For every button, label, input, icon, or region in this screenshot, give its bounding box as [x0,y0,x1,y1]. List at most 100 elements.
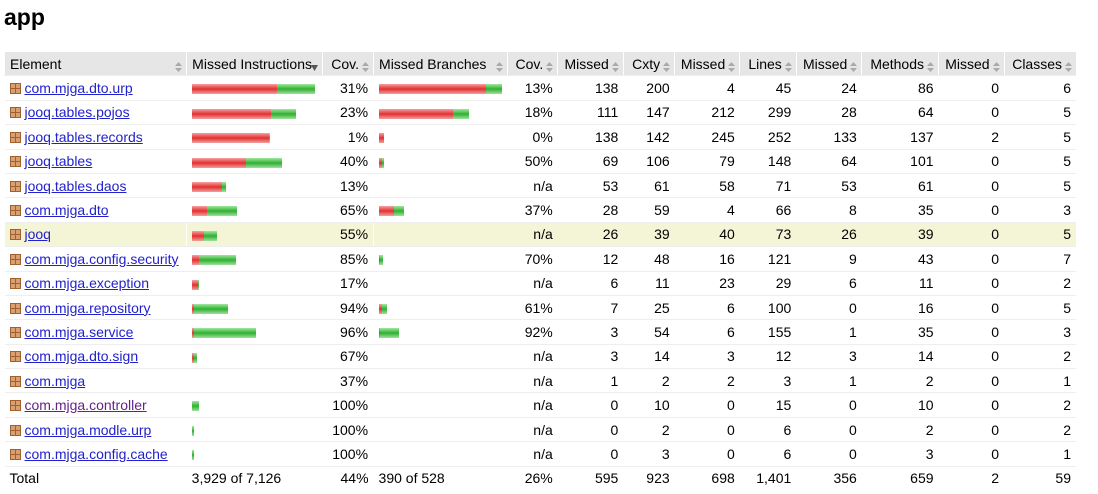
total-cell: 659 [910,470,934,487]
branch-coverage: n/a [507,222,558,248]
package-link[interactable]: jooq.tables.records [24,128,143,145]
covered-bar [380,255,384,266]
metric-cell: 5 [1004,100,1076,126]
package-link[interactable]: com.mjga.dto.urp [24,80,133,97]
instruction-coverage: 96% [322,319,374,345]
package-link[interactable]: com.mjga [24,372,86,389]
column-header[interactable]: Lines [739,52,797,77]
column-header[interactable]: Element [3,52,187,77]
metric-cell: 5 [1004,295,1076,321]
column-header[interactable]: Missed Branches [373,52,508,77]
package-link[interactable]: jooq.tables [24,153,93,170]
branch-bar-cell [373,344,508,370]
element-cell: jooq [4,222,187,248]
column-header[interactable]: Missed [557,52,624,77]
package-link[interactable]: com.mjga.repository [24,299,151,316]
missed-bar [192,181,223,192]
column-header[interactable]: Missed [938,52,1005,77]
metric-cell: 2 [1004,417,1076,443]
instruction-bar-cell [186,100,323,126]
metric-cell: 5 [1004,173,1076,199]
metric-cell: 58 [674,173,740,199]
column-header[interactable]: Missed [674,52,740,77]
package-link[interactable]: com.mjga.config.cache [24,445,168,462]
metric-cell: 12 [739,344,797,370]
instruction-bar-cell [186,149,323,174]
metric-cell: 2 [623,368,675,394]
metric-cell: 6 [1004,75,1076,101]
column-header[interactable]: Methods [861,52,939,77]
package-link[interactable]: com.mjga.service [24,323,134,340]
metric-cell: 0 [938,441,1005,467]
metric-cell: 16 [674,246,740,272]
package-link[interactable]: com.mjga.exception [24,275,150,292]
package-link[interactable]: jooq.tables.daos [24,177,127,194]
sort-icon [728,59,736,75]
metric-cell: 0 [557,441,624,467]
metric-cell: 9 [796,246,862,272]
package-link[interactable]: com.mjga.modle.urp [24,421,152,438]
column-header[interactable]: Classes [1003,52,1076,77]
package-link[interactable]: com.mjga.dto.sign [24,348,139,365]
metric-cell: 0 [938,295,1005,321]
metric-cell: 2 [938,124,1005,150]
branch-coverage: n/a [507,271,558,296]
missed-bar [192,352,195,363]
total-cell: 356 [833,470,857,487]
missed-bar [379,328,381,339]
column-header[interactable]: Cxty [622,52,675,77]
header-text: Element [10,55,62,72]
metric-cell: 11 [623,271,675,296]
covered-bar [382,157,385,168]
total-cell: 1,401 [756,470,792,487]
metric-cell: 2 [1004,271,1076,296]
metric-cell: 29 [739,271,797,296]
element-cell: com.mjga.modle.urp [4,417,187,443]
package-row: com.mjga.dto 65% 37% 28 59 4 66 8 35 0 3 [4,197,1076,223]
column-header[interactable]: Cov. [322,52,374,77]
metric-cell: 0 [938,417,1005,443]
header-text: Classes [1012,55,1062,72]
metric-cell: 16 [861,295,939,321]
column-header[interactable]: Cov. [506,52,558,77]
metric-cell: 245 [674,124,740,150]
missed-bar [192,157,247,168]
package-row: jooq.tables.records 1% 0% 138 142 245 252 133 13… [4,124,1076,150]
branch-coverage: 92% [507,319,558,345]
package-link[interactable]: jooq.tables.pojos [24,104,130,121]
instruction-coverage: 65% [322,197,374,223]
covered-bar [194,303,229,314]
metric-cell: 6 [674,295,740,321]
metric-cell: 45 [739,75,797,101]
package-link[interactable]: com.mjga.controller [24,397,147,414]
instruction-coverage: 17% [322,271,374,296]
missed-bar [379,206,395,217]
header-text: Cov. [515,55,544,72]
instruction-bar-cell [186,344,323,370]
sort-icon [1065,59,1072,75]
sort-icon [546,59,554,75]
covered-bar [194,352,198,363]
instruction-coverage: 100% [322,392,374,418]
total-cell: 2 [991,470,1000,487]
metric-cell: 299 [739,100,797,126]
metric-cell: 2 [623,417,675,443]
branch-bar-cell [373,441,508,467]
column-header[interactable]: Missed Instructions [186,52,323,77]
branch-bar-cell [373,368,508,394]
branch-coverage: n/a [507,344,558,370]
branch-bar-cell [373,295,508,321]
covered-bar [222,181,227,192]
package-link[interactable]: com.mjga.config.security [24,250,179,267]
column-header[interactable]: Missed [795,52,862,77]
metric-cell: 0 [796,295,862,321]
element-cell: com.mjga [4,368,187,394]
metric-cell: 73 [739,222,797,248]
package-link[interactable]: jooq [24,226,51,243]
metric-cell: 0 [938,75,1005,101]
metric-cell: 147 [623,100,675,126]
package-link[interactable]: com.mjga.dto [24,202,109,219]
metric-cell: 14 [623,344,675,370]
element-cell: jooq.tables.records [4,124,187,150]
package-icon [9,448,21,460]
